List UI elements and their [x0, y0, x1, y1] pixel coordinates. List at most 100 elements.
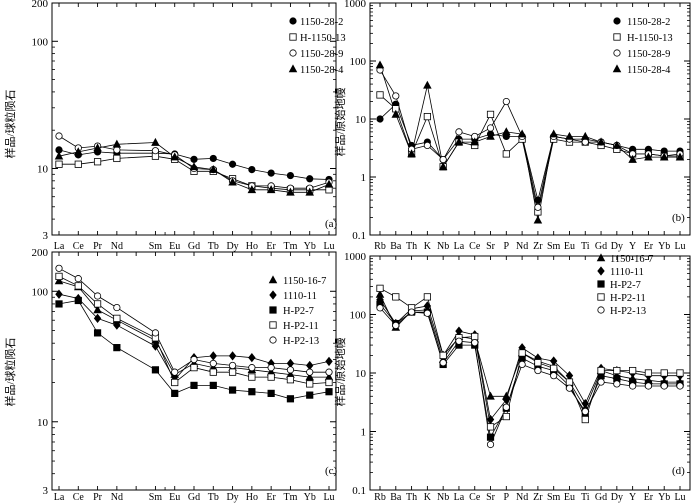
x-tick-label: La — [454, 241, 465, 252]
data-point-H-1150-13-Nd — [113, 154, 121, 163]
x-tick-label: Lu — [323, 241, 334, 252]
x-tick-label: K — [424, 492, 432, 503]
panel-c-axes: 3 10 100 200 样品/球粒陨石 La Ce Pr Nd Sm Eu Gd Tb Dy Ho Er Tm… — [3, 247, 337, 503]
data-point-H-P2-7-Yb — [306, 391, 314, 399]
x-tick-label: Yb — [304, 492, 316, 503]
data-point-1150-28-4-Ho — [247, 185, 257, 194]
legend-c-label-4: H-P2-11 — [283, 321, 319, 332]
data-point-1150-28-4-K — [423, 80, 432, 89]
legend-b-label-2: H-1150-13 — [627, 33, 673, 44]
x-tick-label: Pr — [93, 492, 103, 503]
y-tick-label: 200 — [32, 247, 49, 259]
x-tick-label: Y — [629, 492, 636, 503]
data-point-1150-28-2-Rb — [376, 115, 384, 123]
data-point-H-P2-11-Dy — [613, 366, 621, 375]
y-tick-label: 0.1 — [352, 230, 366, 242]
legend-c-label-3: H-P2-7 — [283, 306, 314, 317]
data-point-1150-28-4-Tm — [286, 187, 295, 196]
data-point-H-1150-13-P — [502, 150, 510, 158]
y-tick-label: 1 — [361, 172, 367, 184]
data-point-H-P2-11-Zr — [534, 359, 542, 367]
data-point-H-P2-13-Rb — [376, 304, 384, 312]
y-tick-label: 200 — [32, 0, 49, 10]
data-point-H-P2-13-Gd — [597, 378, 605, 386]
y-tick-label: 10 — [355, 114, 367, 126]
x-tick-label: Sr — [486, 241, 496, 252]
data-point-1150-28-4-Er — [266, 185, 276, 194]
x-tick-label: Sm — [149, 241, 163, 252]
data-point-1150-28-4-Dy — [228, 177, 237, 186]
y-axis-label: 样品/原始地幔 — [333, 337, 347, 406]
panel-c-ree-chondrite: 3 10 100 200 样品/球粒陨石 La Ce Pr Nd Sm Eu Gd Tb Dy Ho Er Tm… — [3, 247, 338, 503]
panel-d-spider-primitive-mantle: 0.1 1 10 100 1000 样品/原始地幔 Rb Ba Th K Nb La Ce Sr P Nd Zr… — [333, 251, 691, 503]
y-tick-label: 100 — [350, 56, 367, 68]
data-point-H-P2-13-Th — [407, 308, 416, 316]
data-point-H-P2-13-Dy — [228, 361, 237, 370]
series-line-1150-16-7 — [379, 294, 680, 410]
data-point-H-P2-11-Yb — [660, 369, 668, 377]
data-point-H-P2-11-Eu — [171, 378, 179, 387]
y-tick-label: 3 — [43, 485, 49, 497]
legend-a-label-2: H-1150-13 — [300, 33, 346, 44]
data-point-H-P2-13-Nb — [439, 359, 447, 367]
data-point-H-P2-13-Er — [644, 382, 653, 390]
data-point-1150-28-4-Rb — [375, 60, 385, 69]
x-tick-label: Tm — [283, 241, 297, 252]
x-tick-label: Pr — [93, 241, 103, 252]
data-point-1150-28-4-Gd — [596, 137, 606, 146]
panel-c-legend: 1150-16-7 1110-11 H-P2-7 H-P2-11 H-P2-13 — [268, 275, 326, 347]
y-tick-label: 10 — [37, 417, 49, 429]
data-point-1150-28-2-Dy — [228, 160, 237, 168]
legend-marker-H-P2-7 — [269, 306, 277, 314]
x-tick-label: Th — [406, 241, 417, 252]
data-point-1110-11-Sm — [151, 341, 160, 351]
y-axis-label: 样品/球粒陨石 — [3, 337, 17, 406]
x-tick-label: Er — [644, 492, 654, 503]
x-tick-label: Eu — [169, 492, 180, 503]
data-point-1150-28-4-La — [454, 137, 464, 146]
panel-b-axes: 0.1 1 10 100 1000 样品/原始地幔 Rb Ba Th K Nb La Ce Sr P Nd Zr… — [333, 0, 691, 252]
panel-a-axes: 3 10 100 200 样品/球粒陨石 La Ce Pr Nd Sm Eu Gd Tb Dy Ho Er Tm… — [3, 0, 337, 252]
x-tick-label: Ti — [581, 241, 590, 252]
data-point-1150-28-9-P — [502, 97, 510, 106]
data-point-H-P2-13-P — [502, 403, 510, 411]
data-point-1150-28-4-Th — [407, 149, 416, 158]
data-point-1150-28-4-Ba — [391, 109, 401, 118]
data-point-H-P2-7-Nd — [113, 344, 121, 352]
legend-a-label-1: 1150-28-2 — [300, 17, 343, 28]
data-point-H-P2-13-Ho — [248, 364, 256, 372]
data-point-H-P2-11-Gd — [190, 364, 198, 372]
x-tick-label: Dy — [611, 492, 623, 503]
data-point-H-P2-13-Yb — [306, 368, 314, 376]
legend-b-label-3: 1150-28-9 — [627, 49, 670, 60]
x-tick-label: Yb — [658, 241, 670, 252]
x-tick-label: Th — [406, 492, 417, 503]
x-tick-label: Ti — [581, 492, 590, 503]
data-point-H-P2-13-Dy — [613, 380, 621, 388]
x-tick-label: Eu — [169, 241, 180, 252]
data-point-H-P2-13-Pr — [93, 292, 102, 300]
data-point-1150-28-4-Sr — [486, 131, 495, 140]
data-point-1150-28-4-Zr — [533, 215, 543, 224]
legend-marker-1110-11 — [269, 290, 277, 300]
data-point-H-P2-11-Ti — [581, 415, 589, 424]
data-point-H-P2-7-Ce — [74, 296, 82, 305]
data-point-H-1150-13-K — [423, 112, 431, 121]
x-tick-label: Ce — [73, 492, 85, 503]
y-tick-label: 3 — [43, 230, 49, 242]
data-point-1150-28-4-Gd — [189, 162, 199, 171]
data-point-H-1150-13-Sr — [486, 110, 495, 119]
data-point-H-P2-11-Nb — [439, 351, 447, 359]
panel-a-legend: 1150-28-2 H-1150-13 1150-28-9 1150-28-4 — [288, 17, 346, 76]
data-point-H-P2-13-Lu — [676, 382, 684, 390]
legend-d-label-4: H-P2-11 — [610, 293, 646, 304]
panel-c-label: (c) — [325, 465, 338, 477]
x-tick-label: Ho — [246, 241, 258, 252]
data-point-H-P2-13-Y — [629, 382, 637, 390]
data-point-H-P2-13-K — [423, 309, 431, 317]
data-point-H-P2-11-Er — [267, 373, 275, 381]
data-point-H-1150-13-Pr — [93, 158, 102, 166]
data-point-H-P2-11-Tm — [286, 376, 295, 384]
x-tick-label: Ce — [73, 241, 85, 252]
